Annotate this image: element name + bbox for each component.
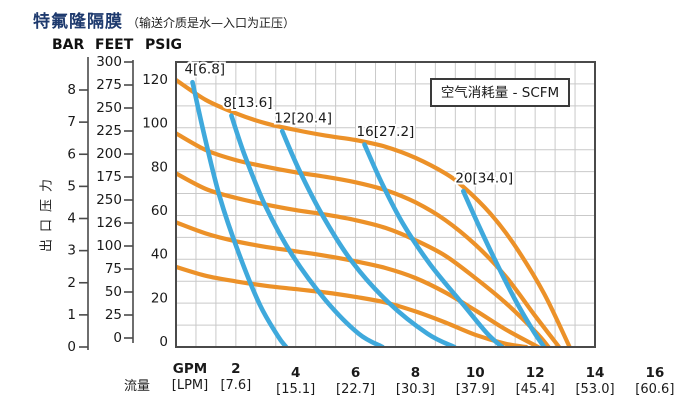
feet-scale-value: 250 xyxy=(96,192,122,208)
air-curve-4-scfm xyxy=(190,79,289,347)
legend: 空气消耗量 - SCFM xyxy=(430,78,570,107)
psig-scale-value: 120 xyxy=(142,72,168,88)
feet-scale-value: 275 xyxy=(96,77,122,93)
feet-scale-value: 200 xyxy=(96,146,122,162)
x-tick-gpm-10: 10 xyxy=(466,365,485,381)
x-axis-flow-label: 流量 xyxy=(124,379,151,394)
x-tick-lpm-6: [22.7] xyxy=(336,382,375,397)
bar-scale-value: 1 xyxy=(67,307,76,323)
bar-scale-value: 2 xyxy=(67,275,76,291)
psig-scale-value: 100 xyxy=(142,116,168,132)
x-axis-labels: GPM[LPM] 2[7.6] 4[15.1] 6[22.7] 8[30.3] 10[37… xyxy=(172,361,674,397)
x-tick-gpm-8: 8 xyxy=(411,365,420,381)
psig-scale-value: 40 xyxy=(151,247,168,263)
feet-scale-value: 225 xyxy=(96,123,122,139)
bar-scale-value: 0 xyxy=(67,339,76,355)
feet-scale-value: 0 xyxy=(113,330,122,346)
curve-label-air-curve-8-scfm: 8[13.6] xyxy=(223,95,272,111)
bar-scale-value: 3 xyxy=(67,243,76,259)
scale-ladders xyxy=(79,57,134,350)
curve-label-air-curve-12-scfm: 12[20.4] xyxy=(274,111,332,127)
bar-scale-value: 5 xyxy=(67,178,76,194)
plot-border xyxy=(175,61,596,348)
feet-scale-value: 126 xyxy=(96,215,122,231)
x-tick-lpm-12: [45.4] xyxy=(516,382,555,397)
x-tick-lpm-14: [53.0] xyxy=(575,382,614,397)
air-curve-20-scfm xyxy=(461,188,547,347)
x-tick-lpm-10: [37.9] xyxy=(456,382,495,397)
bar-scale-value: 6 xyxy=(67,146,76,162)
feet-scale-value: 75 xyxy=(105,261,122,277)
unit-psig-label: PSIG xyxy=(145,37,183,53)
x-tick-gpm-6: 6 xyxy=(351,365,360,381)
pressure-curve-36psi xyxy=(176,264,529,347)
x-tick-gpm-12: 12 xyxy=(526,365,545,381)
air-curve-16-scfm xyxy=(362,142,505,347)
x-tick-lpm-2: [7.6] xyxy=(220,378,251,393)
pressure-curve-78psi xyxy=(176,171,551,347)
x-tick-lpm-8: [30.3] xyxy=(396,382,435,397)
curve-label-air-curve-20-scfm: 20[34.0] xyxy=(455,171,513,187)
air-curve-8-scfm xyxy=(229,113,385,347)
bar-scale-value: 4 xyxy=(67,211,76,227)
legend-label: 空气消耗量 - SCFM xyxy=(441,85,559,101)
bar-scale-value: 8 xyxy=(67,82,76,98)
title-main: 特氟隆隔膜 xyxy=(33,12,123,32)
x-tick-gpm-2: 2 xyxy=(231,361,240,377)
psig-scale-value: 80 xyxy=(151,159,168,175)
unit-feet-label: FEET xyxy=(95,37,134,53)
page-title: 特氟隆隔膜 （输送介质是水—入口为正压） xyxy=(33,7,295,32)
psig-scale-value: 60 xyxy=(151,203,168,219)
legend-box xyxy=(430,78,570,107)
psig-scale-value: 20 xyxy=(151,290,168,306)
psig-scale-value: 0 xyxy=(159,334,168,350)
feet-scale-value: 300 xyxy=(96,54,122,70)
curves-group xyxy=(176,77,572,347)
x-tick-lpm-4: [15.1] xyxy=(276,382,315,397)
bar-scale-value: 7 xyxy=(67,114,76,130)
title-parenthetical: （输送介质是水—入口为正压） xyxy=(127,16,296,30)
x-tick-gpm-16: 16 xyxy=(645,365,664,381)
scale-labels: 8765432103002752502252001752501261007550… xyxy=(67,54,168,355)
feet-scale-value: 250 xyxy=(96,100,122,116)
curve-label-air-curve-4-scfm: 4[6.8] xyxy=(184,62,225,78)
curve-label-air-curve-16-scfm: 16[27.2] xyxy=(357,124,415,140)
x-origin-gpm: GPM xyxy=(173,361,207,377)
feet-scale-value: 175 xyxy=(96,169,122,185)
feet-scale-value: 100 xyxy=(96,238,122,254)
x-tick-lpm-16: [60.6] xyxy=(635,382,674,397)
x-origin-lpm: [LPM] xyxy=(172,378,208,393)
air-curve-12-scfm xyxy=(279,128,457,347)
x-tick-gpm-4: 4 xyxy=(291,365,300,381)
pressure-curve-120psi xyxy=(176,77,572,347)
feet-scale-value: 25 xyxy=(105,307,122,323)
x-tick-gpm-14: 14 xyxy=(586,365,605,381)
unit-bar-label: BAR xyxy=(52,37,85,53)
feet-scale-value: 50 xyxy=(105,284,122,300)
air-curve-labels: 4[6.8] 8[13.6]12[20.4] 16[27.2] 20[34.0] xyxy=(182,60,515,189)
